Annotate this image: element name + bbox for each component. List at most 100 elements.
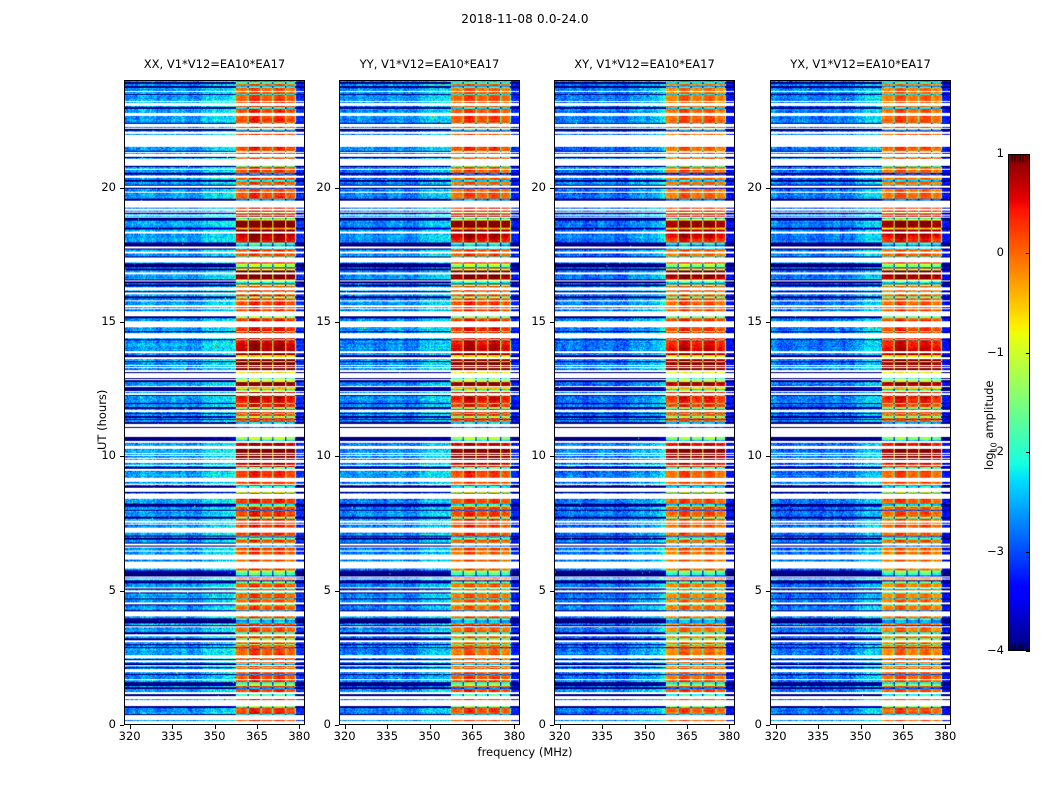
y-tick-mark — [335, 321, 339, 323]
waterfall-panel-xy[interactable] — [554, 80, 735, 725]
y-tick-mark — [120, 187, 124, 189]
x-tick-mark — [818, 725, 820, 729]
y-tick-mark — [335, 456, 339, 458]
x-tick-mark — [214, 725, 216, 729]
y-tick-mark — [120, 725, 124, 726]
x-tick-label: 350 — [418, 729, 441, 743]
colorbar[interactable] — [1008, 154, 1030, 651]
y-tick-label: 0 — [323, 717, 331, 731]
colorbar-tick-mark — [1026, 352, 1030, 354]
y-tick-mark — [335, 590, 339, 592]
figure-suptitle: 2018-11-08 0.0-24.0 — [461, 12, 589, 26]
y-tick-mark — [766, 456, 770, 458]
x-tick-label: 380 — [934, 729, 957, 743]
colorbar-tick-mark — [1026, 253, 1030, 255]
waterfall-image-yy — [340, 81, 519, 724]
x-axis-label: frequency (MHz) — [477, 745, 573, 759]
x-tick-mark — [644, 725, 646, 729]
x-tick-label: 365 — [245, 729, 268, 743]
colorbar-label-tail: amplitude — [982, 380, 996, 443]
colorbar-label-sub: 10 — [989, 442, 999, 453]
x-tick-mark — [429, 725, 431, 729]
waterfall-panel-yx[interactable] — [770, 80, 951, 725]
colorbar-tick-mark — [1026, 551, 1030, 553]
y-tick-label: 10 — [747, 448, 762, 463]
panel-title-xy: XY, V1*V12=EA10*EA17 — [574, 57, 715, 71]
x-tick-label: 365 — [460, 729, 483, 743]
waterfall-panel-yy[interactable] — [339, 80, 520, 725]
y-tick-label: 15 — [316, 313, 331, 328]
colorbar-gradient — [1009, 155, 1029, 650]
y-tick-label: 5 — [538, 582, 546, 597]
y-tick-label: 10 — [531, 448, 546, 463]
colorbar-label: log10 amplitude — [982, 381, 998, 471]
x-tick-mark — [471, 725, 473, 729]
x-tick-label: 365 — [675, 729, 698, 743]
x-tick-label: 380 — [718, 729, 741, 743]
y-tick-mark — [766, 321, 770, 323]
y-tick-label: 0 — [754, 717, 762, 731]
y-tick-mark — [550, 321, 554, 323]
x-tick-mark — [775, 725, 777, 729]
x-tick-mark — [344, 725, 346, 729]
x-tick-label: 335 — [591, 729, 614, 743]
x-tick-mark — [172, 725, 174, 729]
x-tick-mark — [602, 725, 604, 729]
y-tick-mark — [120, 456, 124, 458]
y-axis-label: UT (hours) — [95, 389, 109, 450]
colorbar-tick-label: −2 — [987, 444, 1004, 459]
x-tick-mark — [256, 725, 258, 729]
panel-title-xx: XX, V1*V12=EA10*EA17 — [143, 57, 286, 71]
x-tick-mark — [559, 725, 561, 729]
x-tick-mark — [729, 725, 731, 729]
y-tick-label: 10 — [316, 448, 331, 463]
x-tick-mark — [686, 725, 688, 729]
x-tick-label: 335 — [807, 729, 830, 743]
waterfall-image-yx — [771, 81, 950, 724]
y-tick-mark — [335, 725, 339, 726]
colorbar-tick-mark — [1026, 651, 1030, 652]
y-tick-mark — [766, 187, 770, 189]
x-tick-label: 320 — [764, 729, 787, 743]
x-tick-label: 320 — [333, 729, 356, 743]
y-tick-mark — [766, 590, 770, 592]
panel-title-yy: YY, V1*V12=EA10*EA17 — [359, 57, 500, 71]
panel-title-yx: YX, V1*V12=EA10*EA17 — [790, 57, 931, 71]
y-tick-mark — [550, 590, 554, 592]
waterfall-panel-xx[interactable] — [124, 80, 305, 725]
x-tick-label: 320 — [118, 729, 141, 743]
y-tick-label: 10 — [101, 448, 116, 463]
colorbar-tick-label: 0 — [996, 245, 1004, 260]
colorbar-tick-label: −3 — [987, 543, 1004, 558]
x-tick-label: 335 — [161, 729, 184, 743]
x-tick-label: 380 — [288, 729, 311, 743]
colorbar-tick-label: −1 — [987, 344, 1004, 359]
colorbar-tick-mark — [1026, 154, 1030, 155]
y-tick-label: 0 — [108, 717, 116, 731]
x-tick-mark — [514, 725, 516, 729]
waterfall-image-xy — [555, 81, 734, 724]
y-tick-label: 20 — [316, 179, 331, 194]
x-tick-label: 350 — [203, 729, 226, 743]
colorbar-tick-label: 1 — [996, 146, 1004, 160]
y-tick-mark — [766, 725, 770, 726]
y-tick-label: 15 — [101, 313, 116, 328]
y-tick-label: 20 — [531, 179, 546, 194]
y-tick-label: 15 — [747, 313, 762, 328]
y-tick-label: 5 — [108, 582, 116, 597]
y-tick-label: 15 — [531, 313, 546, 328]
y-tick-label: 20 — [747, 179, 762, 194]
x-tick-mark — [129, 725, 131, 729]
x-tick-mark — [299, 725, 301, 729]
y-tick-mark — [550, 187, 554, 189]
x-tick-mark — [860, 725, 862, 729]
y-tick-mark — [335, 187, 339, 189]
x-tick-label: 350 — [633, 729, 656, 743]
colorbar-label-main: log — [982, 452, 996, 470]
x-tick-mark — [902, 725, 904, 729]
y-tick-label: 0 — [538, 717, 546, 731]
y-tick-mark — [550, 456, 554, 458]
y-tick-mark — [120, 590, 124, 592]
y-tick-label: 20 — [101, 179, 116, 194]
